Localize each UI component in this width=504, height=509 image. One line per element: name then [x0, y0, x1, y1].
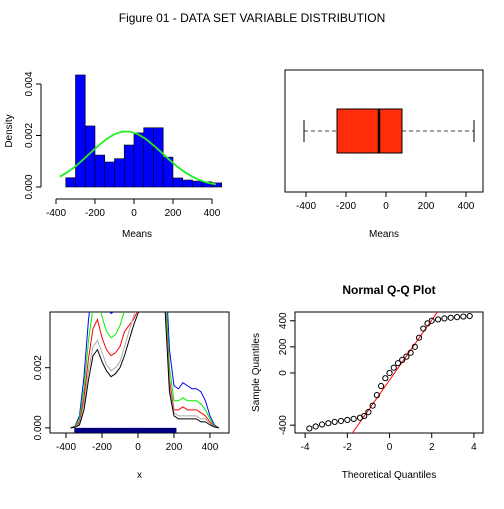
point [415, 334, 423, 341]
panel-title: Normal Q-Q Plot [342, 283, 435, 297]
series-line [70, 312, 220, 429]
point [399, 356, 406, 364]
panel: -400 -200 0 200 400 Means 0.000 0.002 0.004 Densi… [4, 71, 223, 240]
point [394, 360, 402, 367]
x-tick-label: 0 [383, 201, 389, 212]
bar [172, 177, 184, 188]
series-line [70, 312, 220, 429]
point [428, 317, 435, 324]
x-axis-label: Theoretical Quantiles [342, 470, 437, 481]
x-axis-label: x [137, 470, 142, 481]
point [460, 313, 467, 320]
series-line [70, 312, 220, 429]
point [377, 382, 385, 390]
y-axis-label: Density [4, 114, 15, 147]
x-tick-label: -200 [92, 442, 112, 453]
bar [94, 154, 106, 188]
x-tick-label: -400 [56, 442, 76, 453]
x-tick-label: 2 [429, 442, 435, 453]
bar [153, 127, 164, 188]
density-curve [59, 130, 217, 186]
plot-frame [49, 311, 230, 434]
y-tick-label: 0 [278, 370, 289, 376]
point [350, 415, 357, 423]
y-tick-label: 0.000 [33, 415, 44, 440]
x-tick-label: 0 [135, 442, 141, 453]
box [336, 108, 403, 154]
y-tick-label: 0.002 [24, 123, 35, 148]
point [411, 343, 418, 350]
bar [114, 158, 125, 188]
point [325, 420, 332, 427]
point [318, 421, 326, 428]
point [306, 425, 313, 432]
point [365, 409, 372, 416]
point [403, 353, 410, 360]
series-line [70, 312, 220, 429]
x-tick-label: 200 [418, 201, 435, 212]
bar [182, 179, 193, 188]
point [447, 314, 454, 321]
x-tick-label: -400 [296, 201, 316, 212]
panel: -4 -2 0 2 4 Theoretical Quantiles -400 0 200 400 S… [251, 283, 484, 481]
point [373, 392, 380, 399]
x-axis-label: Means [122, 229, 152, 240]
x-tick-label: -4 [301, 442, 310, 453]
point [453, 313, 461, 321]
point [441, 315, 448, 322]
qq-line [351, 312, 439, 433]
point [390, 364, 397, 371]
bar [123, 144, 135, 188]
bar [133, 132, 145, 188]
point [312, 423, 319, 430]
x-tick-label: 400 [458, 201, 475, 212]
y-tick-label: 0.002 [33, 355, 44, 380]
x-tick-label: 0 [131, 208, 137, 219]
bar [211, 182, 223, 188]
y-tick-label: 0.004 [24, 71, 35, 96]
point [369, 402, 376, 409]
panel: -400 -200 0 200 400 x 0.000 0.002 [33, 311, 230, 481]
point [420, 325, 427, 332]
point [331, 418, 338, 426]
x-axis-label: Means [369, 229, 399, 240]
x-tick-label: -200 [336, 201, 356, 212]
figure-title: Figure 01 - DATA SET VARIABLE DISTRIBUTI… [119, 11, 386, 25]
bar [162, 156, 174, 188]
bar [143, 127, 154, 188]
y-axis-label: Sample Quantiles [251, 333, 262, 412]
point [361, 412, 368, 420]
bar [104, 161, 115, 188]
bar [192, 180, 203, 188]
y-tick-label: -400 [278, 415, 289, 435]
x-tick-label: 200 [166, 442, 183, 453]
y-tick-label: 200 [278, 338, 289, 355]
point [407, 349, 414, 356]
x-tick-label: 400 [202, 442, 219, 453]
point [434, 316, 442, 323]
point [386, 369, 393, 377]
series-line [70, 312, 220, 429]
x-tick-label: -2 [343, 442, 352, 453]
x-tick-label: -200 [85, 208, 105, 219]
x-tick-label: 200 [165, 208, 182, 219]
x-tick-label: 4 [471, 442, 477, 453]
point [344, 416, 351, 424]
panel: -400 -200 0 200 400 Means [284, 69, 484, 240]
point [382, 375, 389, 382]
y-tick-label: 400 [278, 312, 289, 329]
x-tick-label: 400 [204, 208, 221, 219]
bar [75, 74, 86, 188]
point [337, 417, 345, 425]
point [466, 312, 473, 320]
y-tick-label: 0.000 [24, 174, 35, 199]
bar [65, 177, 76, 188]
x-tick-label: -400 [46, 208, 66, 219]
x-tick-label: 0 [387, 442, 393, 453]
plot-frame [294, 311, 484, 434]
